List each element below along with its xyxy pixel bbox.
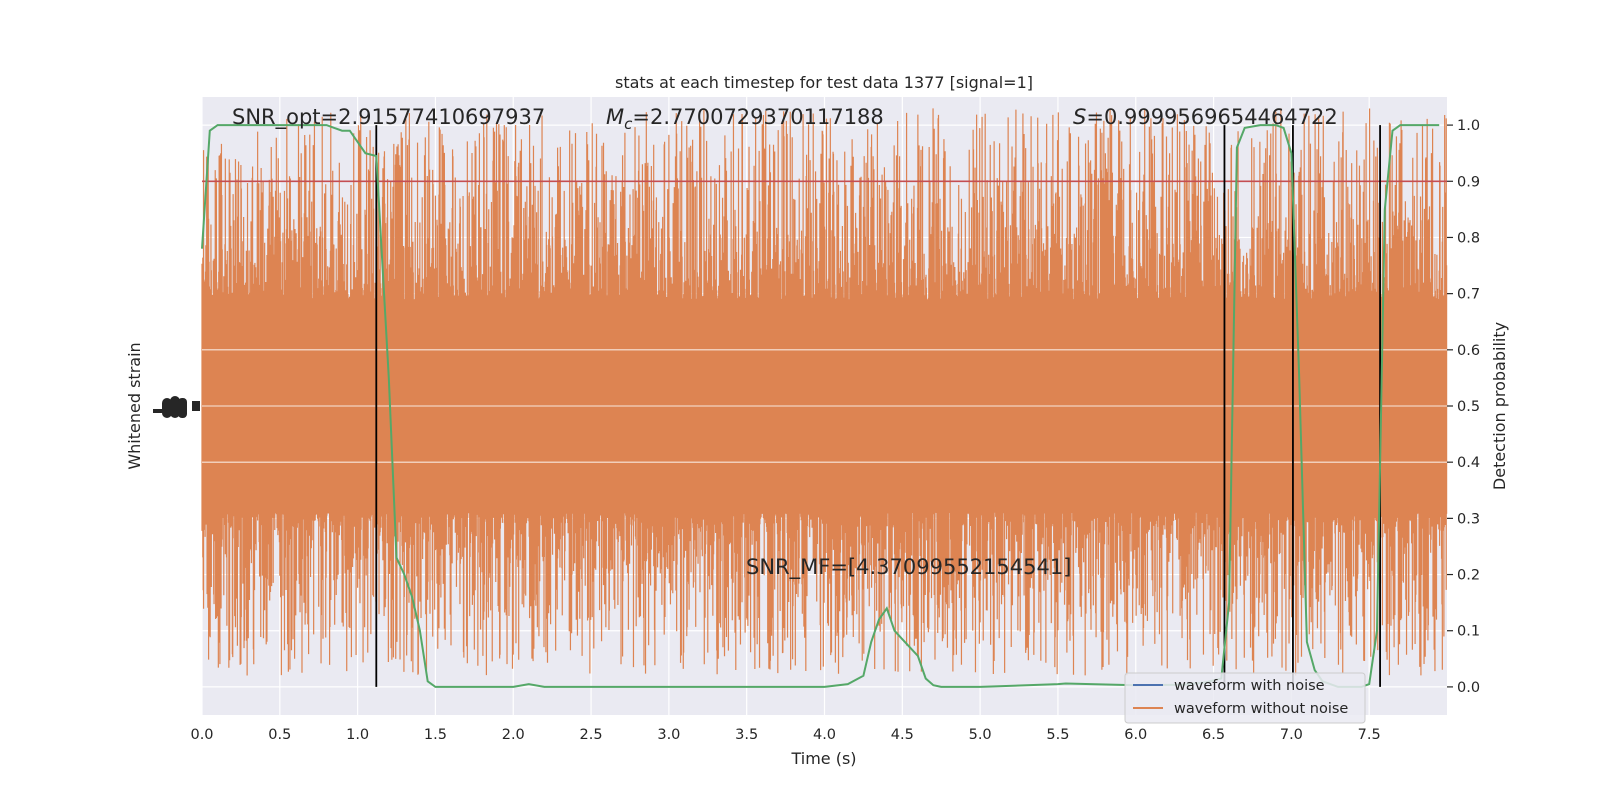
snr-mf-annotation: SNR_MF=[4.37099552154541] <box>746 555 1071 580</box>
s-annotation: S=0.9999569654464722 <box>1073 105 1338 129</box>
right-axis-ticks: 0.0 0.1 0.2 0.3 0.4 0.5 0.6 0.7 0.8 0.9 1.0 <box>1447 118 1480 696</box>
legend-box <box>1124 672 1366 724</box>
right-axis-label: Detection probability <box>1490 322 1509 490</box>
y2-tick-label: 1.0 <box>1457 118 1480 134</box>
x-tick-label: 2.5 <box>580 727 603 743</box>
left-axis-label: Whitened strain <box>125 342 144 469</box>
x-tick-label: 4.5 <box>891 727 914 743</box>
y2-tick-label: 0.5 <box>1457 399 1480 415</box>
x-tick-label: 3.0 <box>657 727 680 743</box>
legend-label-clean: waveform without noise <box>1174 701 1348 717</box>
x-axis-label: Time (s) <box>790 749 856 768</box>
y2-tick-label: 0.2 <box>1457 568 1480 584</box>
legend: waveform with noise waveform without noi… <box>1124 672 1366 724</box>
mc-value: =2.7700729370117188 <box>632 105 883 129</box>
x-tick-label: 4.0 <box>813 727 836 743</box>
y2-tick-label: 0.4 <box>1457 455 1480 471</box>
left-tick-cluster <box>153 396 200 418</box>
x-tick-label: 0.0 <box>190 727 213 743</box>
x-tick-label: 5.0 <box>969 727 992 743</box>
x-tick-label: 7.5 <box>1358 727 1381 743</box>
y2-tick-label: 0.9 <box>1457 174 1480 190</box>
x-tick-label: 2.0 <box>502 727 525 743</box>
probability-line <box>201 124 1440 688</box>
x-tick-label: 0.5 <box>268 727 291 743</box>
x-tick-label: 7.0 <box>1280 727 1303 743</box>
waveform-core-band <box>202 332 1447 480</box>
mc-symbol: M <box>606 105 624 129</box>
chart-title: stats at each timestep for test data 137… <box>615 73 1033 92</box>
s-value: =0.9999569654464722 <box>1086 105 1337 129</box>
y2-tick-label: 0.0 <box>1457 680 1480 696</box>
mc-subscript: c <box>624 115 633 133</box>
x-axis-ticks: 0.0 0.5 1.0 1.5 2.0 2.5 3.0 3.5 4.0 4.5 5.0 5.5 6.0 6… <box>190 727 1380 743</box>
snr-opt-annotation: SNR_opt=2.91577410697937 <box>232 105 545 130</box>
x-tick-label: 3.5 <box>735 727 758 743</box>
s-symbol: S <box>1073 105 1086 129</box>
mc-annotation: Mc=2.7700729370117188 <box>606 105 884 133</box>
x-tick-label: 1.0 <box>346 727 369 743</box>
y2-tick-label: 0.6 <box>1457 343 1480 359</box>
x-tick-label: 6.5 <box>1202 727 1225 743</box>
y2-tick-label: 0.3 <box>1457 511 1480 527</box>
y2-tick-label: 0.8 <box>1457 230 1480 246</box>
x-tick-label: 1.5 <box>424 727 447 743</box>
legend-label-noise: waveform with noise <box>1174 678 1325 694</box>
y2-tick-label: 0.7 <box>1457 287 1480 303</box>
x-tick-label: 5.5 <box>1046 727 1069 743</box>
x-tick-label: 6.0 <box>1124 727 1147 743</box>
y2-tick-label: 0.1 <box>1457 624 1480 640</box>
